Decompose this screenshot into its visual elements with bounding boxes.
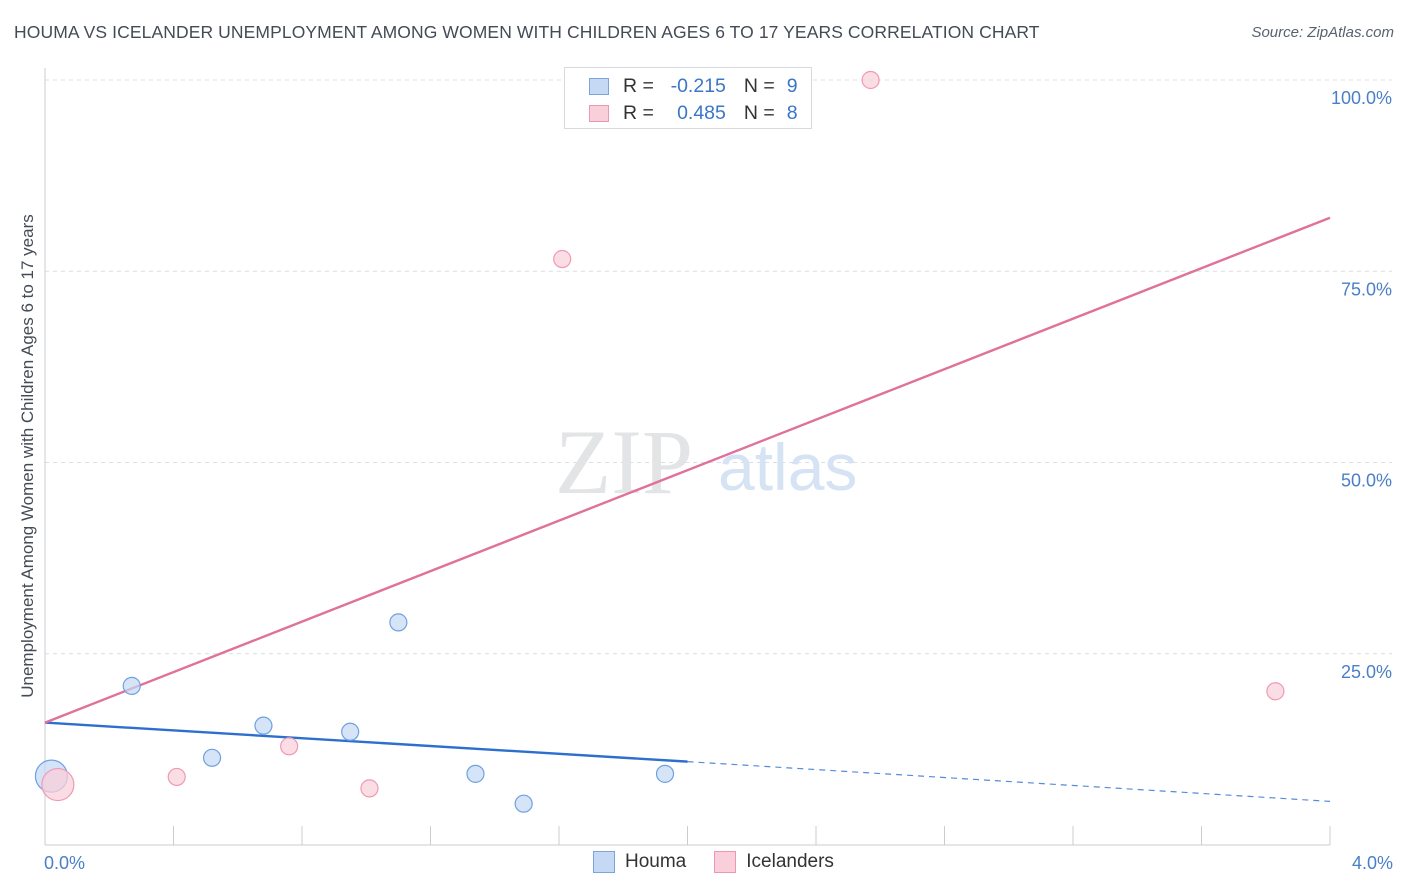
- trend-line-icelanders: [44, 216, 1331, 724]
- r-label: R =: [623, 75, 654, 97]
- n-label: N =: [743, 102, 775, 124]
- legend-label-icelanders: Icelanders: [746, 851, 834, 872]
- point-icelanders: [167, 767, 186, 787]
- y-tick-label: 50.0%: [1341, 471, 1392, 491]
- houma-r-value: -0.215: [670, 75, 726, 97]
- chart-source: Source: ZipAtlas.com: [1251, 24, 1394, 41]
- trend-line-extension-houma: [687, 761, 1331, 802]
- series-legend: Houma Icelanders: [593, 851, 862, 873]
- point-houma: [122, 676, 141, 695]
- watermark-zip: ZIP: [555, 411, 693, 513]
- chart-title: HOUMA VS ICELANDER UNEMPLOYMENT AMONG WO…: [14, 22, 1040, 42]
- legend-item-houma[interactable]: Houma: [593, 851, 686, 873]
- y-axis-label: Unemployment Among Women with Children A…: [18, 214, 37, 698]
- houma-swatch-icon: [589, 78, 609, 95]
- point-icelanders: [861, 70, 880, 90]
- watermark-layer: ZIP atlas: [555, 411, 857, 513]
- icelanders-swatch-icon: [589, 105, 609, 122]
- r-label: R =: [623, 102, 654, 124]
- trend-line-houma: [44, 721, 688, 763]
- houma-legend-icon: [593, 851, 615, 873]
- y-tick-label: 75.0%: [1341, 279, 1392, 299]
- stats-legend-row-houma: R = -0.215 N = 9: [589, 73, 798, 100]
- legend-label-houma: Houma: [625, 851, 687, 872]
- x-tick-label: 4.0%: [1352, 853, 1393, 873]
- point-houma: [254, 716, 273, 735]
- houma-n-value: 9: [786, 75, 798, 97]
- trend-layer: [44, 216, 1331, 802]
- point-icelanders: [553, 249, 572, 269]
- point-houma: [514, 794, 533, 813]
- point-layer: [34, 70, 1285, 813]
- y-tick-label: 100.0%: [1331, 88, 1392, 108]
- x-tick-label: 0.0%: [44, 853, 85, 873]
- n-label: N =: [743, 75, 775, 97]
- point-houma: [389, 613, 408, 632]
- point-icelanders: [360, 779, 379, 798]
- point-houma: [341, 722, 360, 741]
- point-houma: [202, 748, 222, 767]
- point-icelanders: [280, 737, 299, 756]
- icelanders-r-value: 0.485: [677, 102, 726, 124]
- point-icelanders: [1266, 682, 1285, 701]
- grid-layer: [45, 79, 1392, 655]
- point-houma: [466, 764, 485, 783]
- stats-legend-row-icelanders: R = 0.485 N = 8: [589, 100, 798, 127]
- point-icelanders: [41, 767, 75, 802]
- point-houma: [655, 764, 675, 783]
- y-tick-label: 25.0%: [1341, 662, 1392, 682]
- legend-item-icelanders[interactable]: Icelanders: [714, 851, 834, 873]
- label-layer: 25.0% 50.0% 75.0% 100.0% 0.0% 4.0%: [44, 88, 1393, 873]
- icelanders-n-value: 8: [786, 102, 798, 124]
- axis-layer: [44, 68, 1331, 846]
- stats-legend: R = -0.215 N = 9 R = 0.485 N = 8: [564, 67, 812, 129]
- watermark-atlas: atlas: [718, 430, 857, 504]
- icelanders-legend-icon: [714, 851, 737, 873]
